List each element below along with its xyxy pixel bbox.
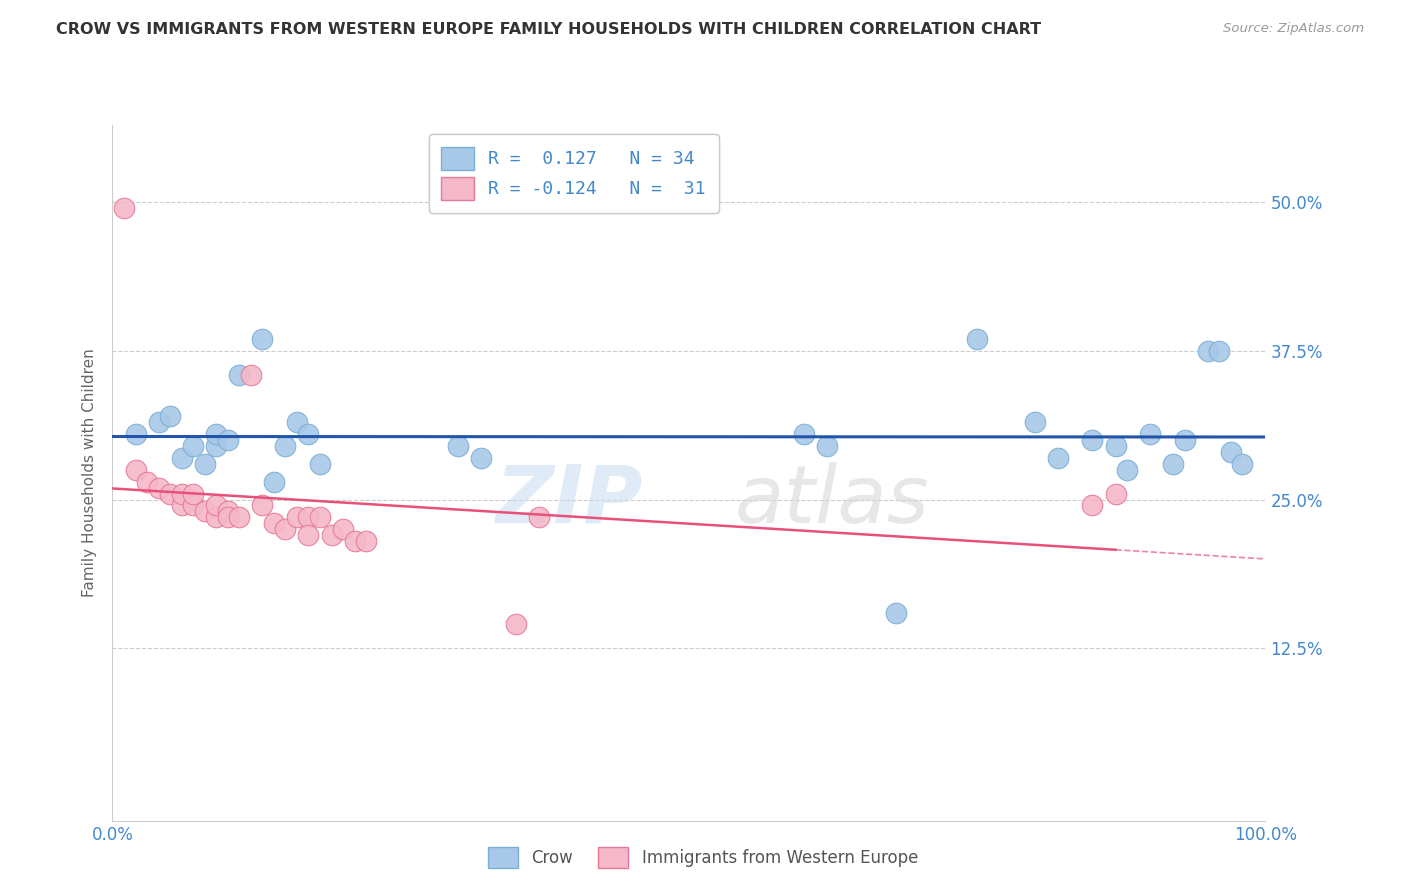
Point <box>181 486 204 500</box>
Point <box>159 409 181 424</box>
Point <box>217 504 239 518</box>
Point <box>274 439 297 453</box>
Point <box>297 427 319 442</box>
Point <box>309 510 332 524</box>
Point <box>1208 343 1230 358</box>
Point <box>1104 439 1126 453</box>
Point <box>124 463 146 477</box>
Point <box>321 528 343 542</box>
Point <box>252 499 274 513</box>
Point <box>263 475 285 489</box>
Point <box>217 433 239 447</box>
Point <box>170 499 193 513</box>
Point <box>1139 427 1161 442</box>
Text: CROW VS IMMIGRANTS FROM WESTERN EUROPE FAMILY HOUSEHOLDS WITH CHILDREN CORRELATI: CROW VS IMMIGRANTS FROM WESTERN EUROPE F… <box>56 22 1042 37</box>
Point <box>1024 415 1046 429</box>
Point <box>112 201 135 215</box>
Point <box>194 457 217 471</box>
Point <box>285 415 308 429</box>
Point <box>309 457 332 471</box>
Point <box>205 439 228 453</box>
Point <box>285 510 308 524</box>
Point <box>159 486 181 500</box>
Y-axis label: Family Households with Children: Family Households with Children <box>82 349 97 597</box>
Point <box>148 415 170 429</box>
Text: ZIP: ZIP <box>495 461 643 540</box>
Point <box>181 439 204 453</box>
Point <box>124 427 146 442</box>
Point <box>343 534 366 549</box>
Point <box>252 332 274 346</box>
Point <box>1081 499 1104 513</box>
Point <box>966 332 988 346</box>
Point <box>194 504 217 518</box>
Text: Source: ZipAtlas.com: Source: ZipAtlas.com <box>1223 22 1364 36</box>
Point <box>136 475 159 489</box>
Legend: Crow, Immigrants from Western Europe: Crow, Immigrants from Western Europe <box>481 840 925 875</box>
Point <box>447 439 470 453</box>
Point <box>886 606 908 620</box>
Point <box>793 427 815 442</box>
Point <box>205 427 228 442</box>
Point <box>263 516 285 531</box>
Point <box>274 522 297 536</box>
Point <box>170 450 193 465</box>
Point <box>470 450 492 465</box>
Point <box>1046 450 1069 465</box>
Point <box>228 510 250 524</box>
Point <box>527 510 550 524</box>
Text: atlas: atlas <box>735 461 929 540</box>
Point <box>228 368 250 382</box>
Point <box>148 481 170 495</box>
Point <box>297 528 319 542</box>
Point <box>1232 457 1254 471</box>
Point <box>1197 343 1219 358</box>
Point <box>217 510 239 524</box>
Point <box>1081 433 1104 447</box>
Point <box>815 439 838 453</box>
Point <box>239 368 262 382</box>
Point <box>1161 457 1184 471</box>
Point <box>1116 463 1139 477</box>
Point <box>1219 445 1241 459</box>
Point <box>170 486 193 500</box>
Point <box>1104 486 1126 500</box>
Point <box>505 617 527 632</box>
Point <box>205 499 228 513</box>
Point <box>181 499 204 513</box>
Point <box>297 510 319 524</box>
Point <box>332 522 354 536</box>
Legend: R =  0.127   N = 34, R = -0.124   N =  31: R = 0.127 N = 34, R = -0.124 N = 31 <box>429 134 718 213</box>
Point <box>354 534 377 549</box>
Point <box>205 510 228 524</box>
Point <box>1174 433 1197 447</box>
